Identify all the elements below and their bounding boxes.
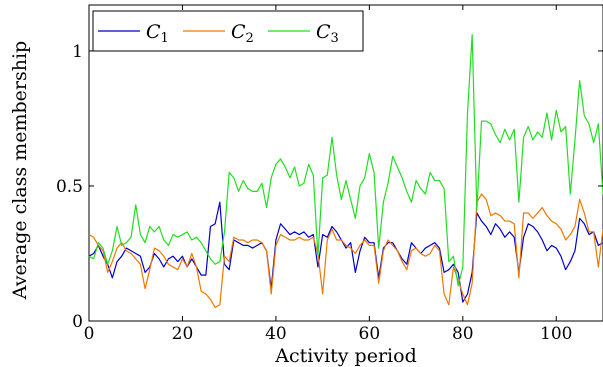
series-line-c2 [88, 193, 603, 309]
legend-label-c2: C2 [231, 21, 254, 46]
series-line-c3 [88, 34, 603, 287]
x-tick-label: 40 [265, 324, 287, 344]
ticks-layer: 0 20 40 60 80 100 0 0.5 1 [56, 5, 603, 344]
x-axis-label: Activity period [274, 345, 416, 367]
x-tick-label: 80 [452, 324, 474, 344]
y-tick-label: 0 [72, 312, 83, 332]
y-axis-label: Average class membership [9, 41, 31, 300]
x-tick-label: 20 [172, 324, 194, 344]
x-tick-label: 100 [540, 324, 572, 344]
series-layer [88, 34, 603, 309]
legend-label-c3: C3 [316, 21, 339, 46]
y-tick-label: 0.5 [56, 177, 83, 197]
x-tick-label: 60 [359, 324, 381, 344]
legend: C1 C2 C3 [92, 10, 364, 52]
series-line-c1 [88, 201, 603, 303]
plot-frame [88, 4, 603, 322]
legend-label-c1: C1 [146, 21, 169, 46]
y-tick-label: 1 [72, 42, 83, 62]
x-tick-label: 0 [84, 324, 95, 344]
